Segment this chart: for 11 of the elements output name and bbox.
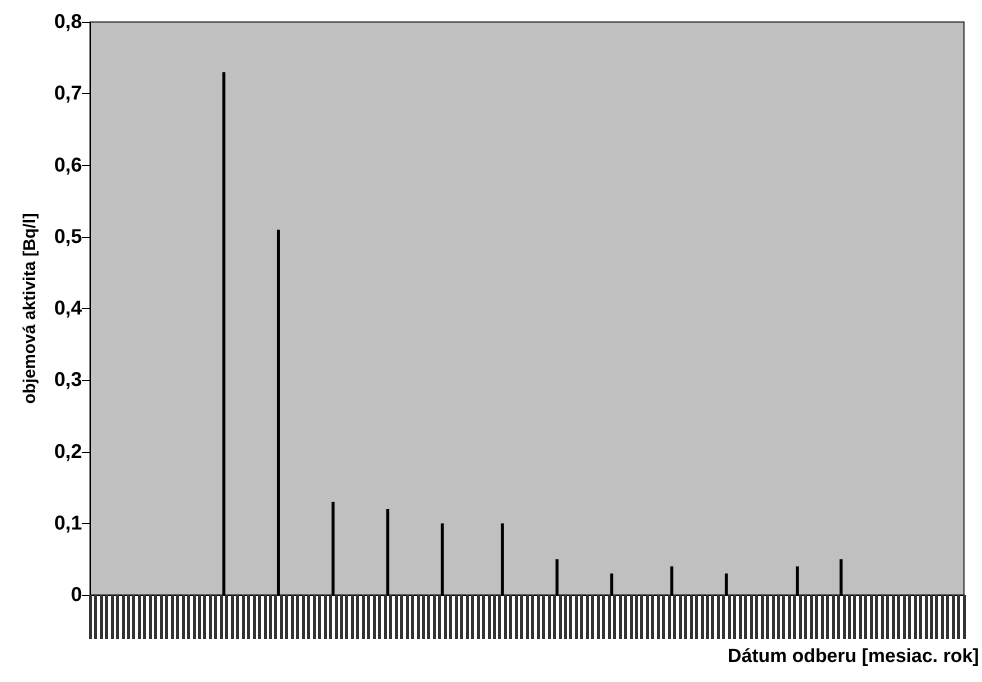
y-tick-label: 0,3 [54,369,82,392]
y-axis-title: objemová aktivita [Bq/l] [20,213,39,404]
y-tick-label: 0,7 [54,82,82,105]
y-tick-label: 0,1 [54,512,82,534]
y-tick-label: 0,8 [54,11,82,33]
y-tick-label: 0,5 [54,226,82,248]
y-tick-label: 0,4 [54,298,83,320]
y-tick-label: 0,2 [54,440,82,463]
y-tick-label: 0,6 [54,154,82,176]
y-tick-label: 0 [70,584,82,606]
x-axis-title: Dátum odberu [mesiac. rok] [728,646,979,667]
